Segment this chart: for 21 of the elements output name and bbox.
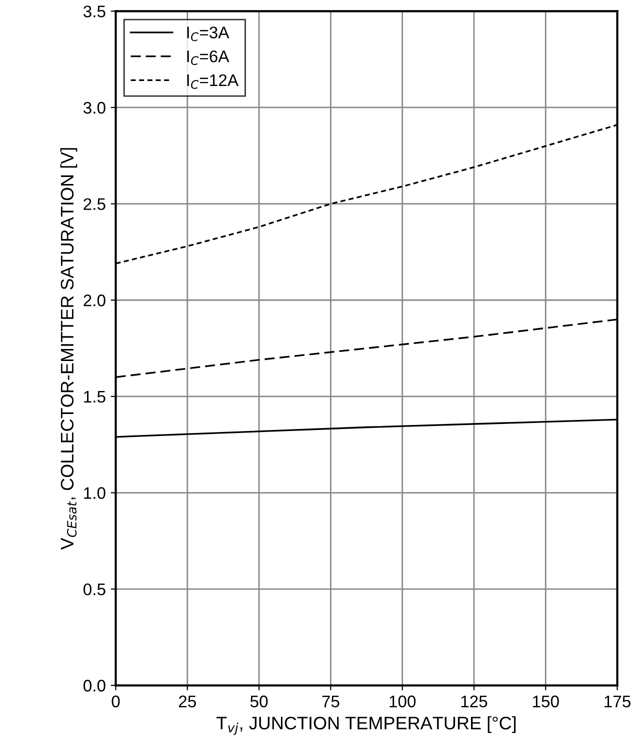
- y-tick-label: 2.0: [84, 294, 106, 306]
- y-tick-label: 1.0: [84, 487, 106, 499]
- x-tick-label: 75: [322, 696, 340, 708]
- legend-label: I$_{C}$=12A: [187, 74, 238, 89]
- x-tick-label: 100: [390, 696, 416, 708]
- x-tick-label: 50: [250, 696, 268, 708]
- x-tick-label: 125: [461, 696, 488, 708]
- x-tick-label: 0: [112, 696, 120, 708]
- y-tick-label: 1.5: [84, 391, 106, 403]
- y-tick-label: 0.5: [84, 583, 106, 596]
- x-axis-title: T$_{vj}$, JUNCTION TEMPERATURE [°C]: [216, 716, 516, 735]
- y-tick-label: 0.0: [84, 680, 106, 692]
- x-tick-label: 175: [604, 696, 630, 708]
- x-tick-label: 25: [178, 696, 196, 708]
- y-axis-title: V$_{CEsat}$, COLLECTOR-EMITTER SATURATION [V]: [60, 148, 78, 550]
- legend-label: I$_{C}$=6A: [187, 50, 230, 65]
- y-tick-label: 3.5: [83, 6, 106, 18]
- x-tick-label: 150: [533, 696, 559, 708]
- y-tick-label: 2.5: [84, 198, 106, 210]
- y-tick-label: 3.0: [83, 102, 106, 114]
- legend-label: I$_{C}$=3A: [187, 26, 230, 42]
